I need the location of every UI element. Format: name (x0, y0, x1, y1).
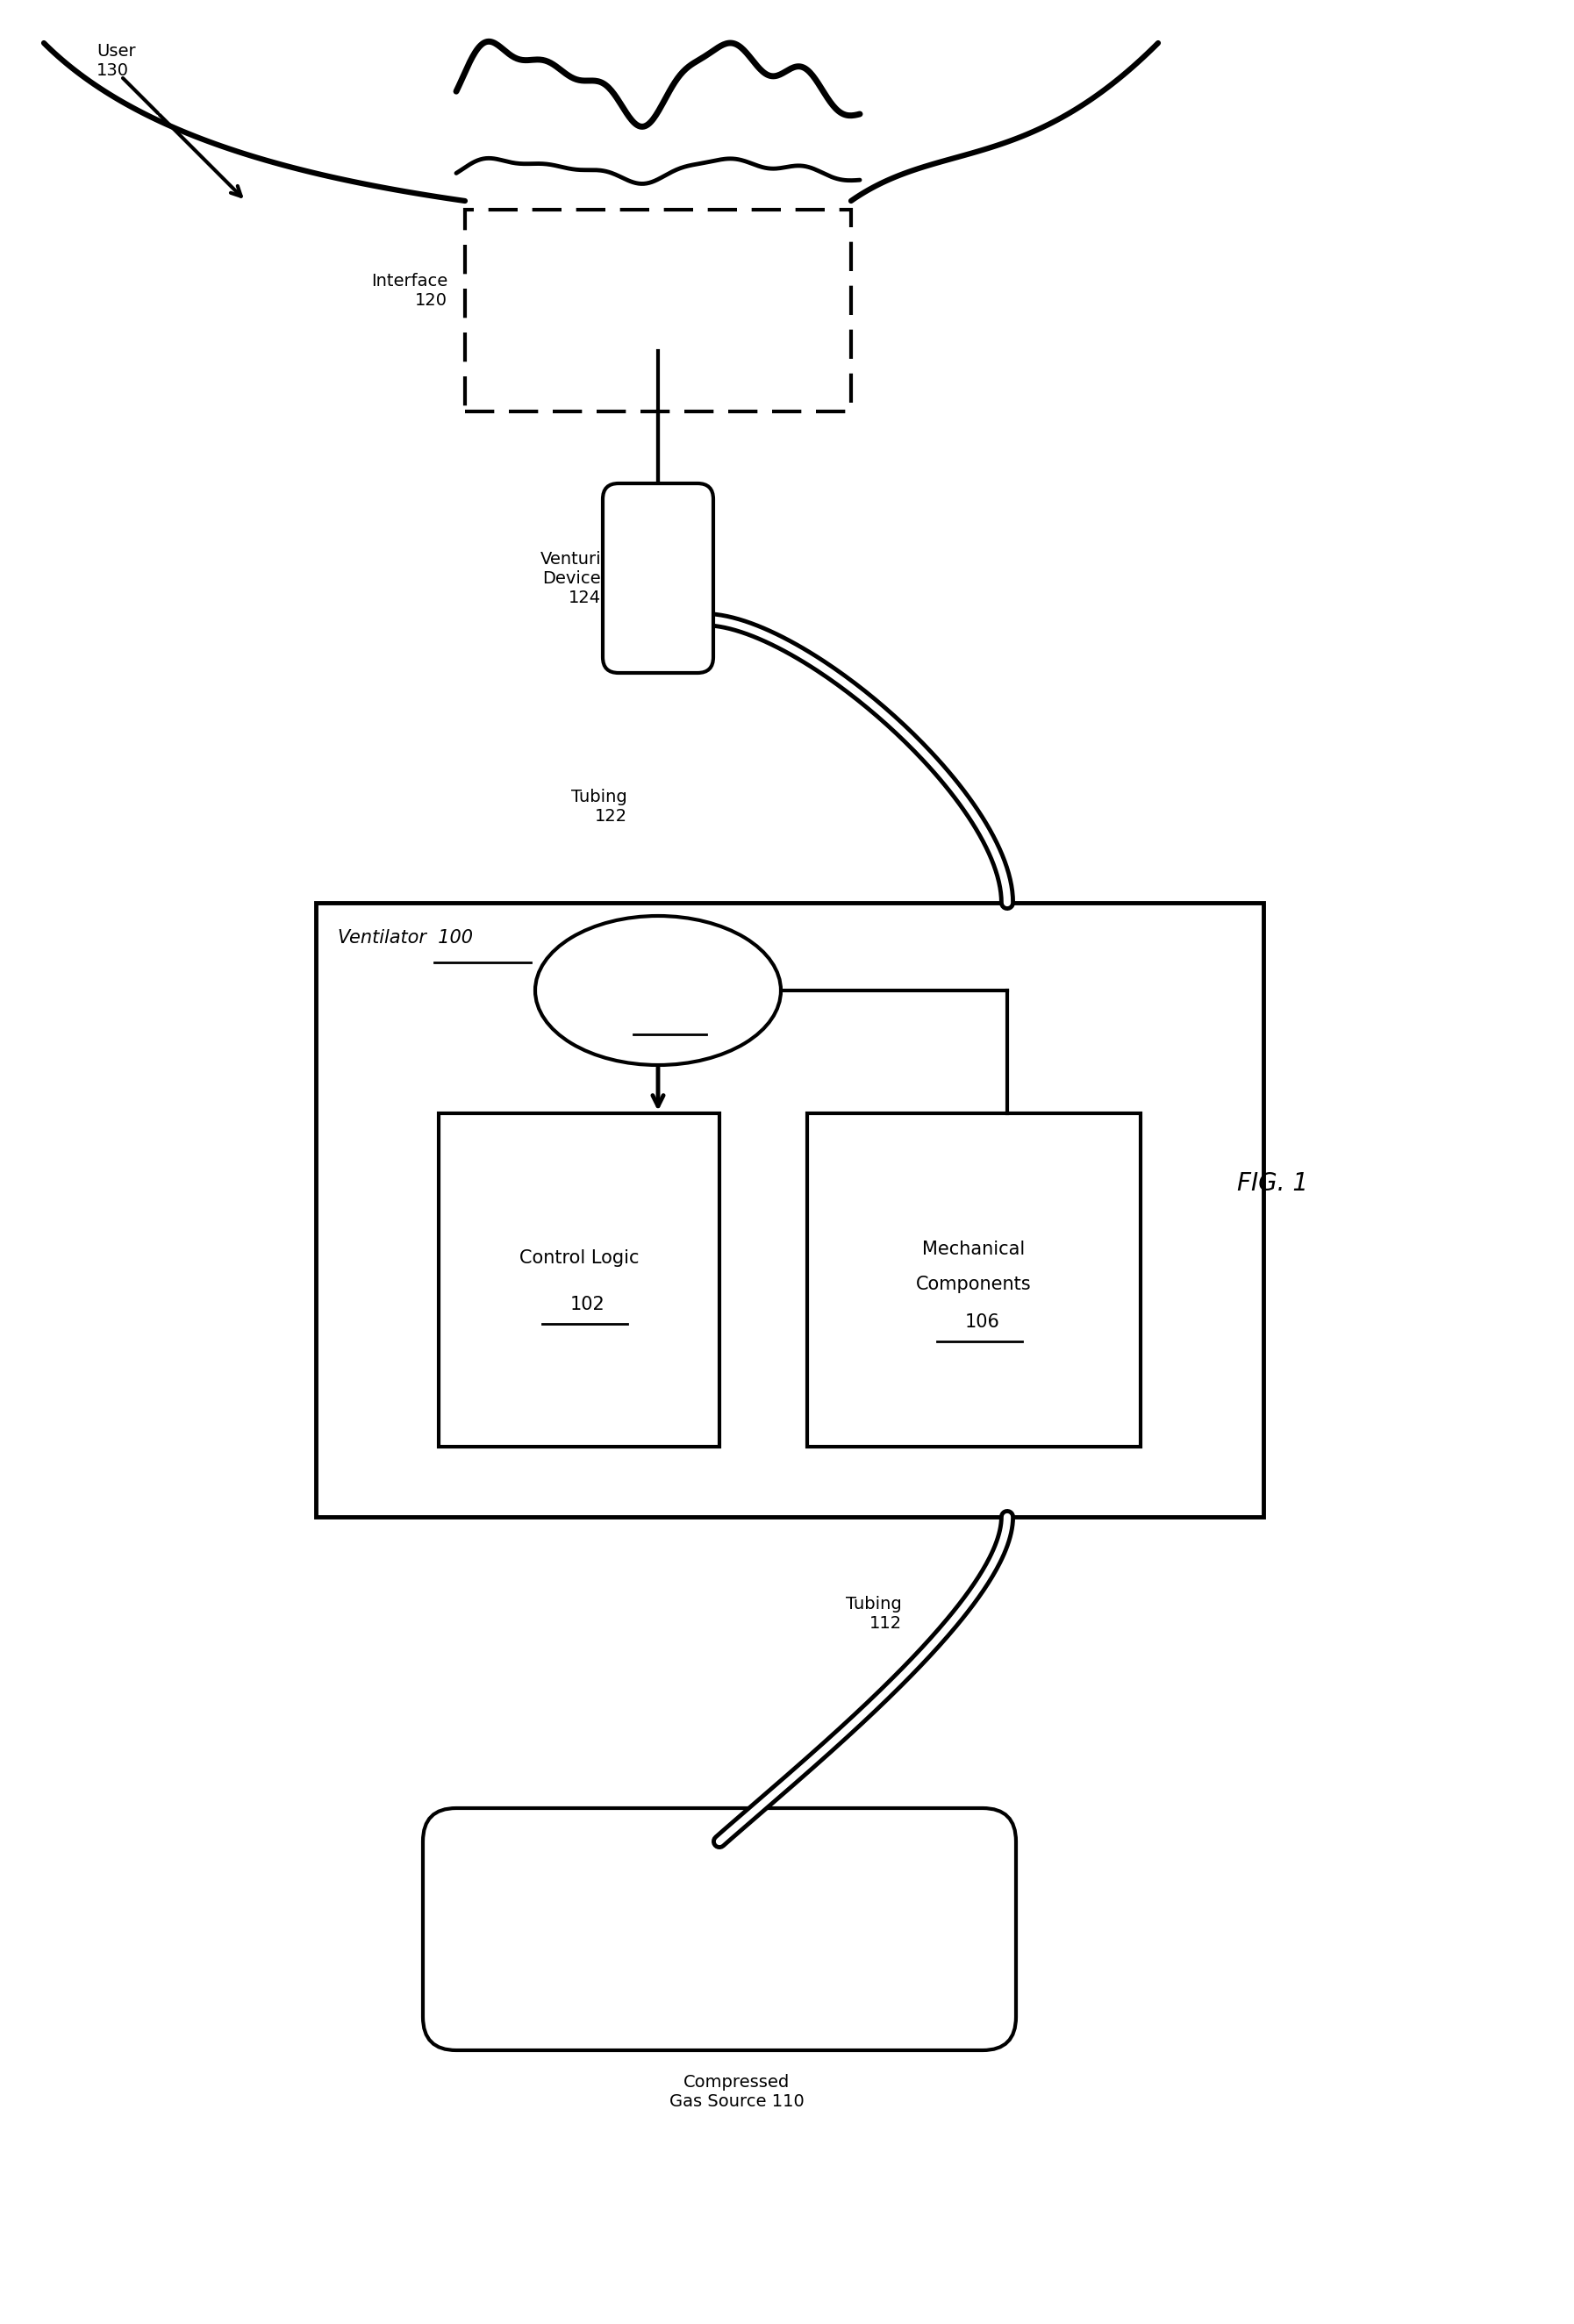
Text: User
130: User 130 (96, 42, 135, 79)
Bar (316, 902, 1264, 1518)
Bar (807, 1113, 1141, 1446)
Text: Compressed
Gas Source 110: Compressed Gas Source 110 (669, 2073, 804, 2110)
Text: Sensor: Sensor (622, 969, 685, 985)
Bar (464, 209, 852, 411)
Text: Tubing
122: Tubing 122 (571, 788, 628, 825)
Bar (439, 1113, 719, 1446)
Text: 102: 102 (570, 1297, 606, 1313)
Text: Venturi
Device
124: Venturi Device 124 (540, 551, 601, 607)
FancyBboxPatch shape (423, 1808, 1015, 2050)
Text: FIG. 1: FIG. 1 (1237, 1171, 1308, 1197)
Text: Ventilator  100: Ventilator 100 (338, 930, 472, 946)
Ellipse shape (535, 916, 781, 1064)
Text: Components: Components (916, 1276, 1031, 1292)
Text: Interface
120: Interface 120 (371, 272, 447, 309)
Text: Tubing
112: Tubing 112 (845, 1594, 902, 1631)
Text: 106: 106 (965, 1313, 999, 1332)
Text: 104: 104 (653, 1006, 688, 1025)
Text: Control Logic: Control Logic (519, 1250, 639, 1267)
Text: Mechanical: Mechanical (922, 1241, 1025, 1257)
FancyBboxPatch shape (603, 483, 713, 674)
